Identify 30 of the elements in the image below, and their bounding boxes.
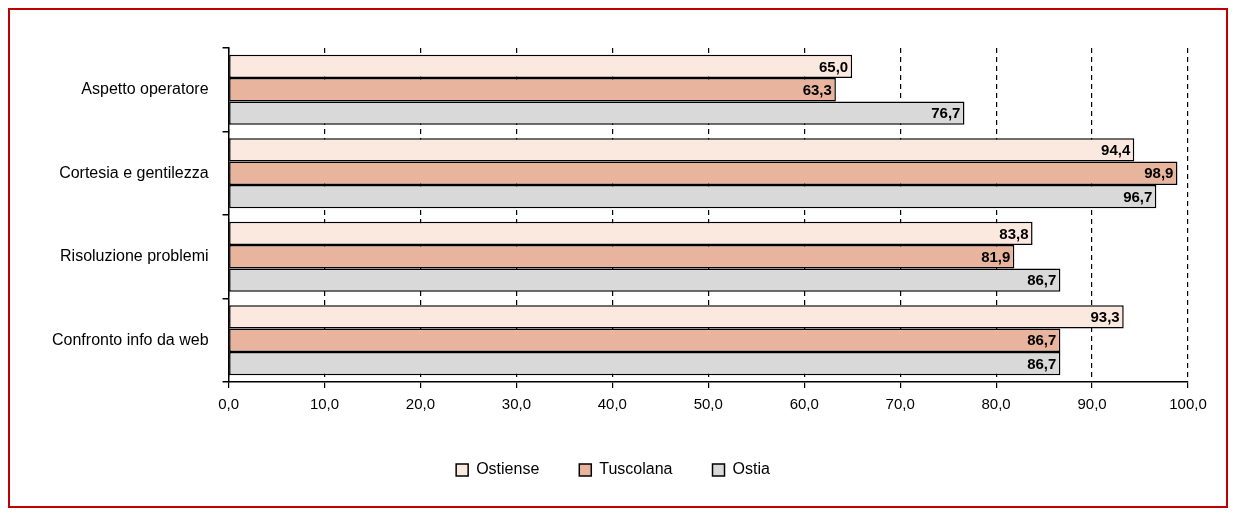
- data-label: 86,7: [1027, 354, 1057, 372]
- x-tick-label: 70,0: [885, 395, 915, 413]
- data-label: 65,0: [818, 57, 849, 75]
- data-label: 93,3: [1090, 308, 1120, 326]
- y-tick-label: Cortesia e gentilezza: [59, 163, 209, 181]
- legend-label: Ostiense: [476, 460, 540, 478]
- x-tick-label: 20,0: [405, 395, 436, 413]
- data-label: 63,3: [802, 80, 832, 98]
- data-label: 86,7: [1027, 271, 1057, 289]
- legend-label: Tuscolana: [599, 460, 673, 478]
- y-tick-label: Aspetto operatore: [81, 80, 209, 98]
- y-tick-label: Risoluzione problemi: [60, 247, 209, 265]
- data-label: 86,7: [1027, 331, 1057, 349]
- x-tick-label: 50,0: [693, 395, 723, 413]
- legend-label: Ostia: [732, 460, 770, 478]
- data-label: 96,7: [1123, 187, 1153, 205]
- x-tick-label: 30,0: [501, 395, 531, 413]
- data-label: 76,7: [931, 104, 961, 122]
- x-tick-label: 40,0: [597, 395, 627, 413]
- y-tick-label: Confronto info da web: [52, 330, 209, 348]
- x-tick-label: 60,0: [789, 395, 819, 413]
- x-tick-label: 90,0: [1077, 395, 1107, 413]
- x-tick-label: 100,0: [1169, 395, 1207, 413]
- data-label: 81,9: [981, 247, 1011, 265]
- x-tick-label: 0,0: [218, 395, 239, 413]
- data-label: 83,8: [999, 224, 1029, 242]
- data-label: 98,9: [1144, 164, 1174, 182]
- x-tick-label: 10,0: [309, 395, 340, 413]
- data-label: 94,4: [1101, 141, 1131, 159]
- x-tick-label: 80,0: [981, 395, 1011, 413]
